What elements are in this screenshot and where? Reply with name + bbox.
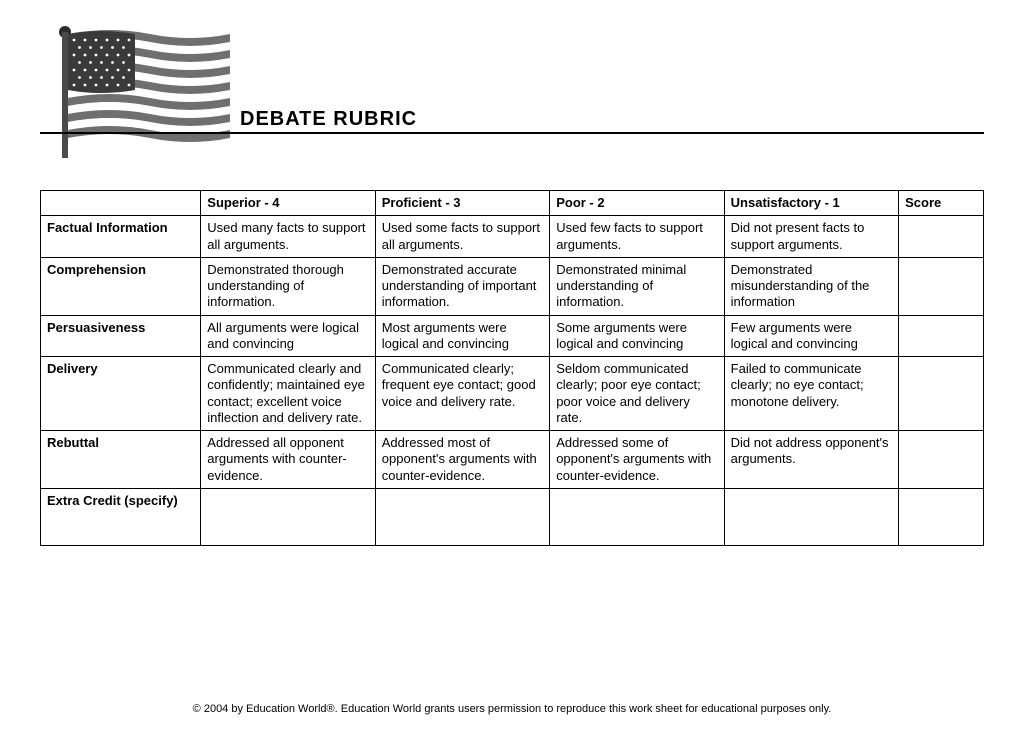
rubric-cell: Used many facts to support all arguments… [201,216,375,258]
rubric-cell: Communicated clearly and confidently; ma… [201,357,375,431]
rubric-cell [375,488,549,545]
rubric-cell: Did not address opponent's arguments. [724,431,898,489]
row-label: Factual Information [41,216,201,258]
rubric-cell: Used some facts to support all arguments… [375,216,549,258]
col-header-unsatisfactory: Unsatisfactory - 1 [724,191,898,216]
rubric-cell: Seldom communicated clearly; poor eye co… [550,357,724,431]
horizontal-rule [40,132,984,134]
rubric-cell: All arguments were logical and convincin… [201,315,375,357]
header: DEBATE RUBRIC [40,20,984,160]
col-header-proficient: Proficient - 3 [375,191,549,216]
rubric-cell: Communicated clearly; frequent eye conta… [375,357,549,431]
table-header-row: Superior - 4 Proficient - 3 Poor - 2 Uns… [41,191,984,216]
row-label: Comprehension [41,257,201,315]
rubric-cell: Did not present facts to support argumen… [724,216,898,258]
rubric-cell [899,431,984,489]
row-label: Delivery [41,357,201,431]
page-title: DEBATE RUBRIC [240,108,417,131]
rubric-cell: Most arguments were logical and convinci… [375,315,549,357]
rubric-cell [899,357,984,431]
rubric-table: Superior - 4 Proficient - 3 Poor - 2 Uns… [40,190,984,546]
col-header-poor: Poor - 2 [550,191,724,216]
flag-icon [50,20,230,160]
rubric-cell: Addressed all opponent arguments with co… [201,431,375,489]
rubric-cell: Addressed most of opponent's arguments w… [375,431,549,489]
table-row: RebuttalAddressed all opponent arguments… [41,431,984,489]
rubric-cell [899,315,984,357]
row-label: Persuasiveness [41,315,201,357]
rubric-cell: Demonstrated misunderstanding of the inf… [724,257,898,315]
rubric-cell [724,488,898,545]
rubric-cell [899,216,984,258]
table-row: Extra Credit (specify) [41,488,984,545]
col-header-blank [41,191,201,216]
rubric-cell [899,257,984,315]
rubric-cell [201,488,375,545]
rubric-cell [550,488,724,545]
row-label: Extra Credit (specify) [41,488,201,545]
rubric-cell: Demonstrated minimal understanding of in… [550,257,724,315]
table-row: ComprehensionDemonstrated thorough under… [41,257,984,315]
rubric-table-wrap: Superior - 4 Proficient - 3 Poor - 2 Uns… [40,190,984,546]
table-row: DeliveryCommunicated clearly and confide… [41,357,984,431]
row-label: Rebuttal [41,431,201,489]
rubric-cell: Addressed some of opponent's arguments w… [550,431,724,489]
col-header-superior: Superior - 4 [201,191,375,216]
rubric-cell: Some arguments were logical and convinci… [550,315,724,357]
table-row: Factual InformationUsed many facts to su… [41,216,984,258]
table-row: PersuasivenessAll arguments were logical… [41,315,984,357]
rubric-cell: Demonstrated accurate understanding of i… [375,257,549,315]
page: DEBATE RUBRIC Superior - 4 Proficient - … [0,0,1024,744]
rubric-cell: Demonstrated thorough understanding of i… [201,257,375,315]
rubric-cell: Used few facts to support arguments. [550,216,724,258]
rubric-cell: Few arguments were logical and convincin… [724,315,898,357]
rubric-cell [899,488,984,545]
col-header-score: Score [899,191,984,216]
copyright-footer: © 2004 by Education World®. Education Wo… [0,702,1024,716]
rubric-cell: Failed to communicate clearly; no eye co… [724,357,898,431]
